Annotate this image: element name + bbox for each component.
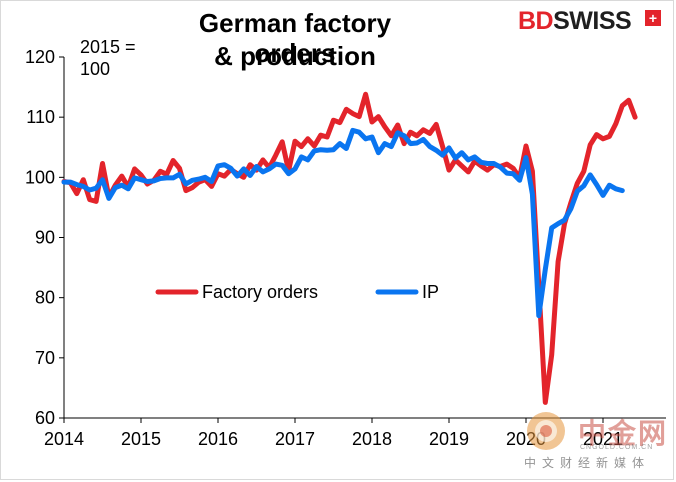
legend: Factory orders IP <box>155 282 439 302</box>
logo-bd: BD <box>518 7 554 35</box>
legend-label: Factory orders <box>202 282 318 302</box>
y-tick-label: 110 <box>26 107 55 127</box>
y-tick-label: 80 <box>35 288 55 308</box>
logo-swiss: SWISS <box>553 7 632 35</box>
y-axis: 60 70 80 90 100 110 120 <box>25 47 65 428</box>
y-tick-label: 120 <box>25 47 55 67</box>
base-note-line1: 2015 = <box>80 37 136 57</box>
series-line-ip <box>61 127 625 319</box>
y-tick-label: 70 <box>35 348 55 368</box>
swiss-cross-icon: + <box>645 10 661 26</box>
watermark-domain: CNGOLD.COM.CN <box>580 444 654 451</box>
cngold-watermark: 中金网 CNGOLD.COM.CN 中文财经新媒体 <box>520 404 670 474</box>
x-tick-label: 2021 <box>583 429 623 449</box>
chart-title-line2: & production <box>214 41 376 71</box>
y-tick-label: 60 <box>35 408 55 428</box>
x-tick-label: 2016 <box>198 429 238 449</box>
watermark-main-text: 中金网 <box>578 418 669 449</box>
coin-logo-icon <box>527 412 565 450</box>
bdswiss-logo: BDSWISS <box>518 6 632 36</box>
x-tick-label: 2017 <box>275 429 315 449</box>
x-tick-label: 2015 <box>121 429 161 449</box>
x-tick-label: 2014 <box>44 429 84 449</box>
x-tick-label: 2018 <box>352 429 392 449</box>
chart-title-line1: German factory orders <box>198 8 392 68</box>
legend-label: IP <box>422 282 439 302</box>
watermark-subtitle: 中文财经新媒体 <box>524 456 651 470</box>
x-tick-label: 2019 <box>429 429 469 449</box>
x-axis: 2014 2015 2016 2017 2018 2019 2020 2021 <box>44 417 666 449</box>
y-tick-label: 100 <box>25 167 55 187</box>
base-note-line2: 100 <box>80 59 111 79</box>
y-tick-label: 90 <box>35 228 55 248</box>
series-layer <box>61 91 638 405</box>
